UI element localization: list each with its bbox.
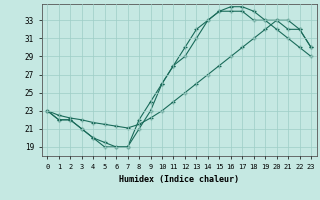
X-axis label: Humidex (Indice chaleur): Humidex (Indice chaleur) [119, 175, 239, 184]
